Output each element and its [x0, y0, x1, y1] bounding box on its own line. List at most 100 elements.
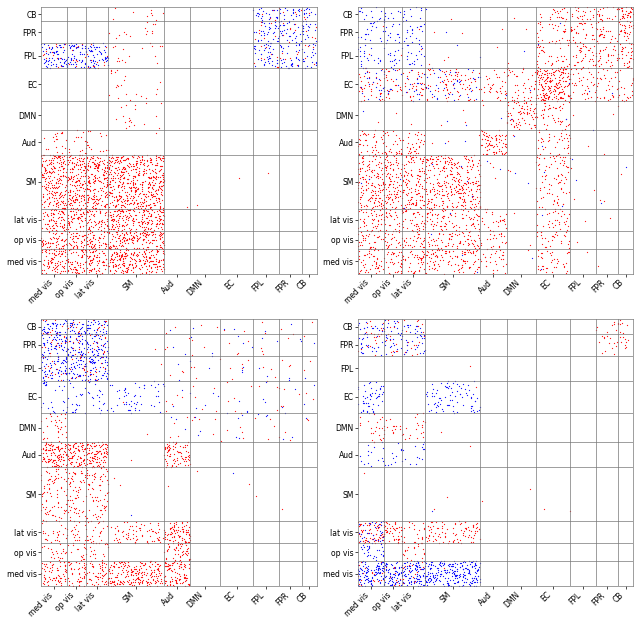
Point [82, 325, 92, 335]
Point [159, 241, 169, 251]
Point [133, 249, 143, 259]
Point [38, 170, 49, 180]
Point [157, 194, 167, 204]
Point [90, 242, 100, 252]
Point [150, 229, 160, 239]
Point [83, 173, 93, 183]
Point [454, 581, 464, 591]
Point [141, 526, 152, 536]
Point [368, 222, 378, 232]
Point [453, 68, 463, 78]
Point [465, 537, 476, 547]
Point [152, 185, 162, 195]
Point [74, 563, 84, 573]
Point [430, 251, 440, 261]
Point [402, 54, 412, 64]
Point [472, 565, 482, 575]
Point [123, 561, 133, 571]
Point [298, 26, 308, 36]
Point [536, 248, 546, 258]
Point [552, 12, 562, 22]
Point [374, 526, 385, 536]
Point [456, 558, 466, 568]
Point [36, 241, 47, 251]
Point [173, 569, 184, 579]
Point [305, 52, 316, 62]
Point [392, 213, 402, 222]
Point [364, 528, 374, 538]
Point [583, 92, 593, 103]
Point [186, 332, 196, 342]
Point [417, 158, 427, 168]
Point [42, 257, 52, 267]
Point [368, 574, 378, 584]
Point [394, 248, 404, 258]
Point [274, 383, 284, 393]
Point [135, 155, 145, 165]
Point [113, 259, 123, 269]
Point [380, 425, 390, 435]
Point [102, 162, 112, 172]
Point [390, 192, 401, 202]
Point [289, 28, 299, 38]
Point [79, 572, 89, 582]
Point [378, 184, 388, 194]
Point [431, 402, 442, 412]
Point [42, 328, 52, 338]
Point [443, 178, 453, 188]
Point [270, 372, 280, 382]
Point [67, 206, 77, 216]
Point [360, 563, 370, 573]
Point [136, 564, 147, 574]
Point [502, 117, 513, 127]
Point [386, 459, 396, 469]
Point [393, 250, 403, 260]
Point [127, 566, 138, 576]
Point [548, 254, 559, 264]
Point [53, 260, 63, 270]
Point [179, 561, 189, 571]
Point [80, 375, 90, 385]
Point [544, 69, 554, 79]
Point [54, 461, 65, 471]
Point [399, 454, 410, 464]
Point [88, 319, 98, 329]
Point [65, 57, 75, 67]
Point [85, 489, 95, 499]
Point [68, 521, 79, 531]
Point [473, 254, 483, 264]
Point [94, 333, 104, 343]
Point [377, 337, 387, 347]
Point [472, 245, 482, 255]
Point [533, 66, 543, 76]
Point [394, 556, 404, 566]
Point [384, 219, 394, 229]
Point [40, 316, 51, 326]
Point [497, 24, 507, 34]
Point [363, 29, 373, 39]
Point [381, 226, 392, 236]
Point [373, 190, 383, 200]
Point [436, 120, 446, 130]
Point [417, 26, 428, 36]
Point [52, 528, 62, 538]
Point [603, 50, 613, 60]
Point [71, 228, 81, 238]
Point [412, 576, 422, 586]
Point [374, 384, 385, 394]
Point [93, 319, 104, 329]
Point [401, 189, 412, 199]
Point [51, 442, 61, 452]
Point [151, 111, 161, 121]
Point [539, 104, 549, 114]
Point [100, 326, 111, 336]
Point [406, 246, 417, 256]
Point [41, 246, 51, 256]
Point [449, 160, 459, 170]
Point [468, 214, 478, 224]
Point [44, 365, 54, 375]
Bar [108, 101, 164, 129]
Point [378, 567, 388, 577]
Point [141, 196, 151, 206]
Point [355, 563, 365, 573]
